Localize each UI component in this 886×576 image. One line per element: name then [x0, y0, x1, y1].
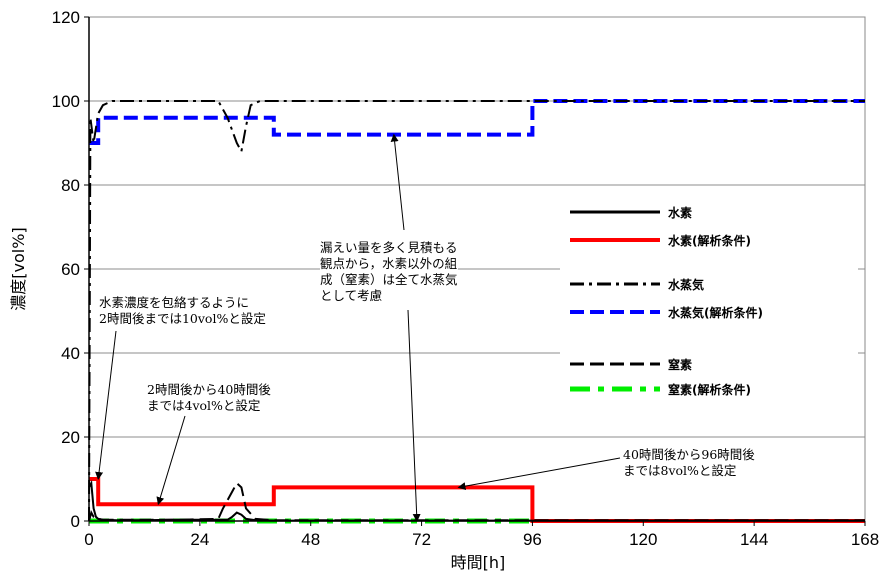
y-tick-label: 0: [71, 512, 80, 531]
y-tick-label: 60: [61, 260, 80, 279]
x-tick-label: 168: [851, 530, 879, 549]
x-axis-title: 時間[h]: [451, 553, 506, 572]
y-tick-label: 100: [52, 92, 80, 111]
annotation-arrow: [156, 415, 186, 506]
annotation-arrow: [457, 457, 621, 491]
annotation-hydrogen-8vol: 40時間後から96時間後 までは8vol%と設定: [623, 447, 755, 479]
y-tick-label: 120: [52, 8, 80, 27]
legend-label: 窒素: [668, 357, 692, 372]
annotation-hydrogen-envelope: 水素濃度を包絡するように 2時間後までは10vol%と設定: [99, 295, 266, 327]
annotation-line: 40時間後から96時間後: [623, 447, 755, 462]
annotation-line: 2時間後までは10vol%と設定: [99, 311, 266, 326]
annotation-line: までは8vol%と設定: [623, 463, 737, 478]
y-tick-label: 20: [61, 428, 80, 447]
legend-label: 水素(解析条件): [668, 233, 751, 248]
x-tick-label: 72: [412, 530, 431, 549]
annotation-line: 成（窒素）は全て水蒸気: [320, 272, 458, 287]
annotation-line: 観点から，水素以外の組: [320, 256, 458, 271]
annotation-arrow: [407, 309, 421, 522]
x-tick-label: 96: [523, 530, 542, 549]
y-tick-label: 40: [61, 344, 80, 363]
annotation-line: までは4vol%と設定: [147, 398, 261, 413]
series-line: [89, 99, 865, 145]
legend-label: 水蒸気: [668, 277, 704, 292]
legend-box: [560, 196, 858, 410]
y-tick-label: 80: [61, 176, 80, 195]
series-line: [88, 481, 865, 522]
x-tick-label: 144: [740, 530, 768, 549]
x-tick-label: 48: [301, 530, 320, 549]
annotation-arrow: [390, 133, 405, 231]
annotation-nitrogen-as-steam: 漏えい量を多く見積もる 観点から，水素以外の組 成（窒素）は全て水蒸気 として考…: [320, 240, 458, 304]
annotation-arrow: [95, 330, 117, 480]
annotation-hydrogen-4vol: 2時間後から40時間後 までは4vol%と設定: [147, 382, 271, 414]
x-tick-label: 24: [190, 530, 209, 549]
annotation-line: 水素濃度を包絡するように: [99, 295, 250, 310]
x-tick-label: 120: [629, 530, 657, 549]
legend-label: 水蒸気(解析条件): [668, 305, 763, 320]
x-tick-label: 0: [84, 530, 93, 549]
series-line: [88, 100, 865, 522]
annotation-line: 漏えい量を多く見積もる: [320, 240, 458, 255]
annotation-line: 2時間後から40時間後: [147, 382, 271, 397]
y-axis-title: 濃度[vol%]: [9, 227, 28, 310]
series-line: [89, 477, 865, 523]
legend-label: 水素: [668, 205, 692, 220]
annotation-line: として考慮: [320, 288, 383, 303]
legend-label: 窒素(解析条件): [668, 382, 751, 397]
